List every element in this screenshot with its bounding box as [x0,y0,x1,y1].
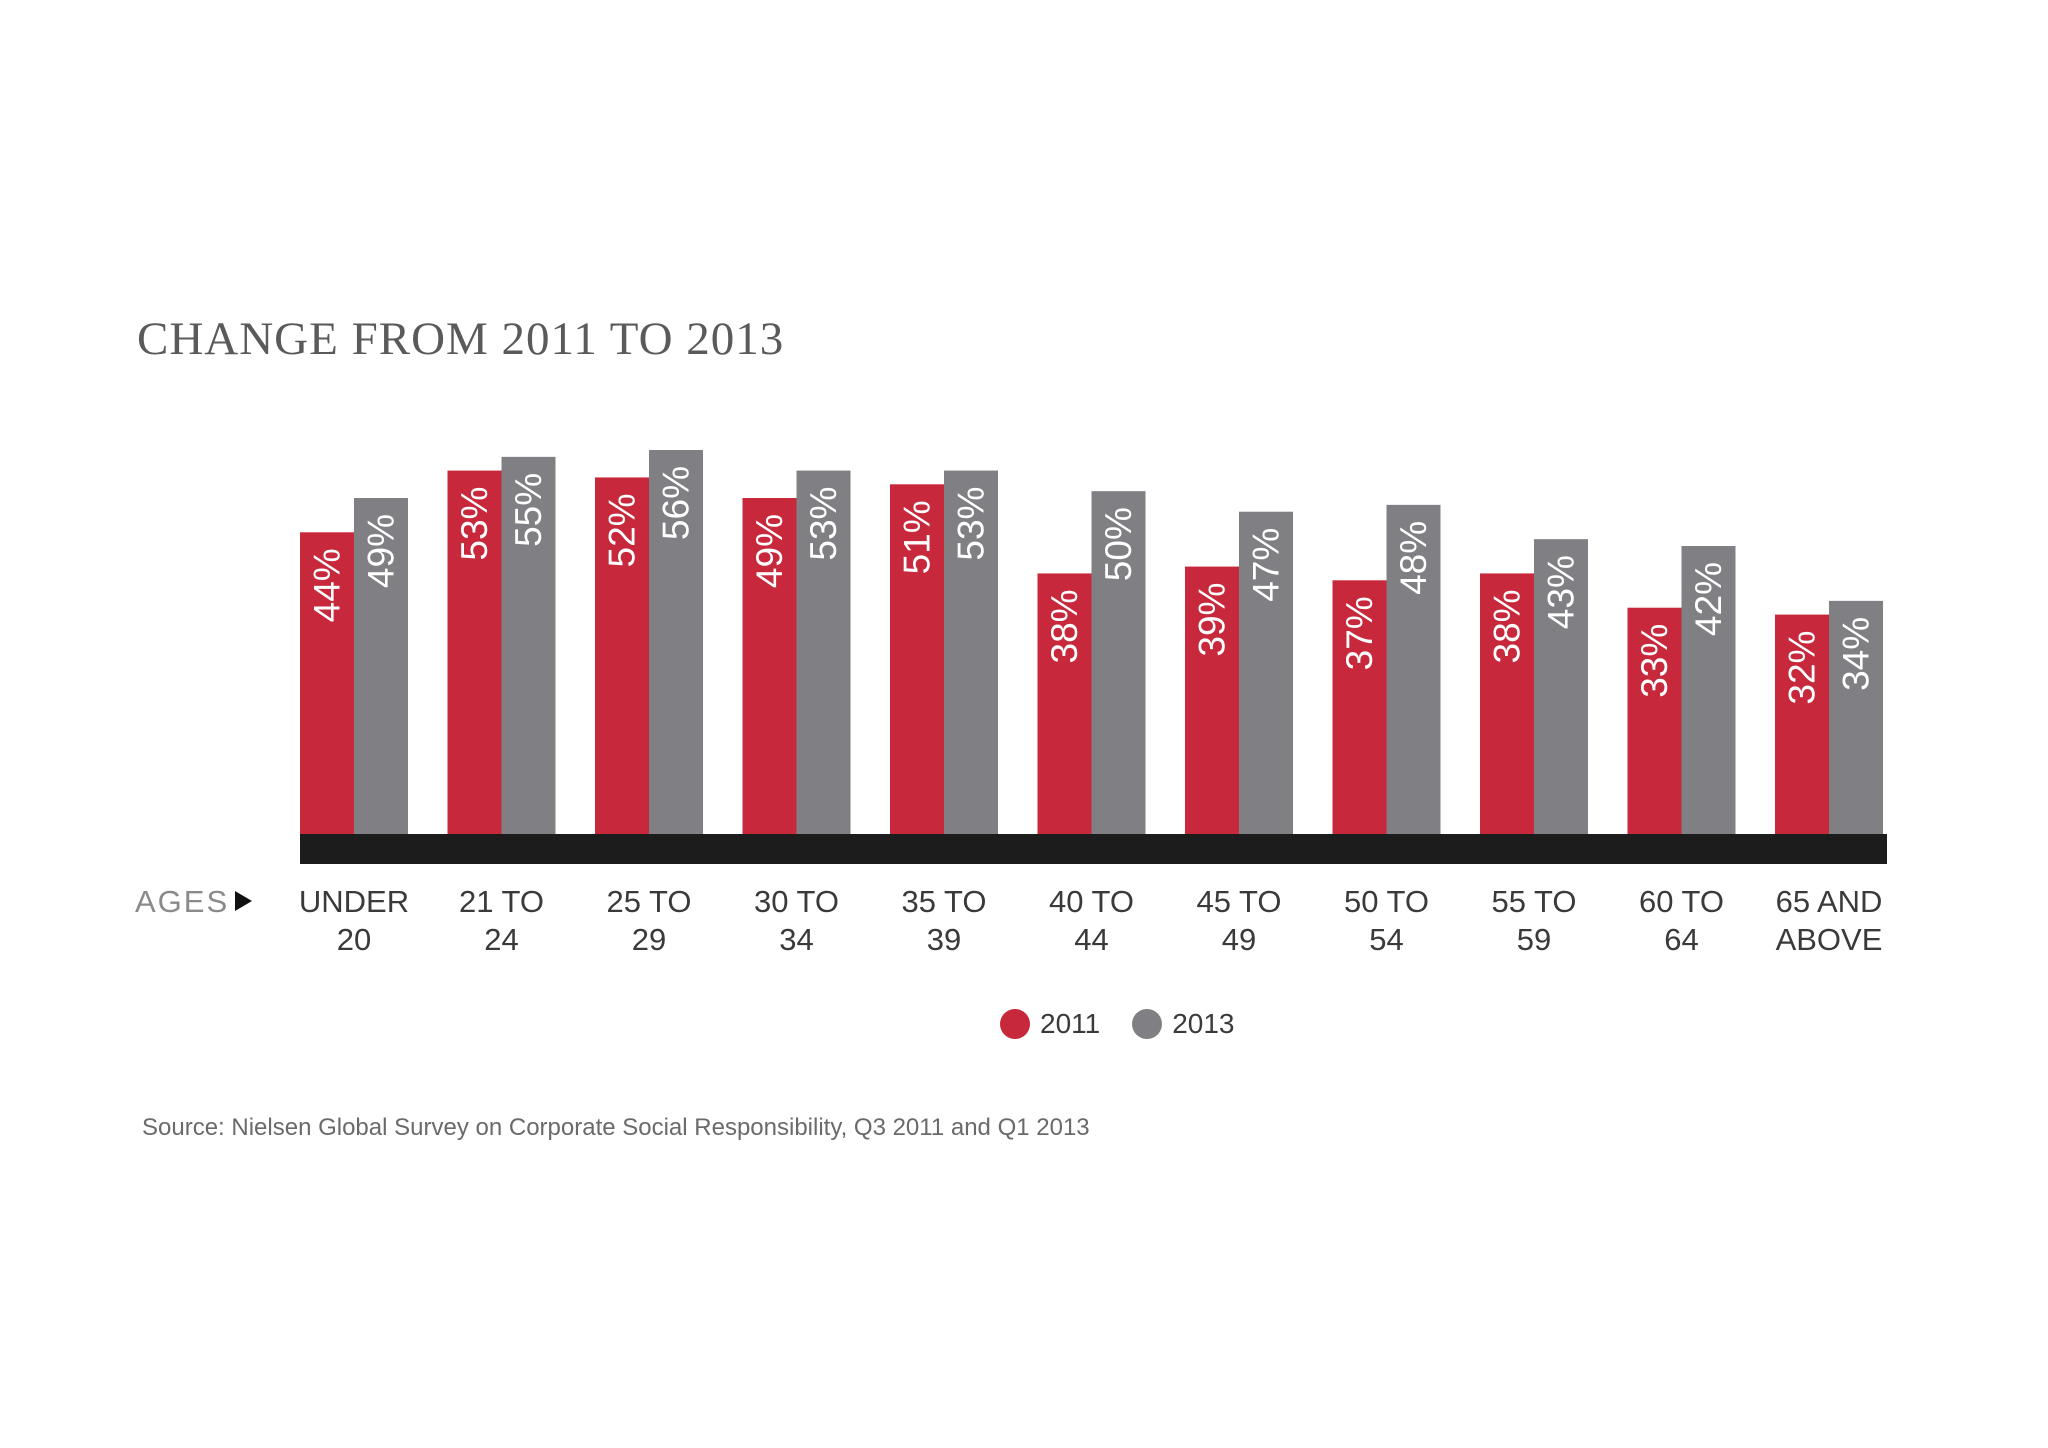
bar-value-label: 48% [1393,521,1434,595]
bar-value-label: 33% [1634,624,1675,698]
bar-2013-9 [1681,546,1736,834]
legend-item-2011: 2011 [1000,1008,1100,1040]
category-label: 64 [1664,922,1698,957]
category-label: 44 [1074,922,1108,957]
category-label: 34 [779,922,813,957]
legend-label-2013: 2013 [1172,1008,1235,1039]
bar-value-label: 32% [1782,631,1823,705]
bar-value-label: 34% [1836,617,1877,691]
category-label: 30 TO [754,884,839,919]
bar-value-label: 47% [1246,528,1287,602]
bar-2013-2 [649,450,703,834]
bar-value-label: 37% [1339,596,1380,670]
bar-value-label: 53% [951,487,992,561]
chart-title: CHANGE FROM 2011 TO 2013 [137,313,785,365]
category-label: 21 TO [459,884,544,919]
bar-2013-0 [354,498,408,834]
source-note: Source: Nielsen Global Survey on Corpora… [142,1114,1090,1141]
category-label: 29 [632,922,666,957]
bar-2011-10 [1775,614,1829,834]
bar-2011-3 [742,498,797,834]
category-label: 45 TO [1196,884,1281,919]
bar-value-label: 53% [803,487,844,561]
legend-dot-icon [1132,1009,1163,1039]
legend: 2011 2013 [1000,1008,1267,1040]
bar-2011-5 [1037,573,1092,834]
bar-2013-8 [1534,539,1588,834]
bar-2013-6 [1239,511,1293,834]
category-label: 55 TO [1491,884,1576,919]
bar-2011-2 [595,477,649,834]
category-label: 24 [484,922,518,957]
bar-2013-10 [1829,600,1883,834]
category-label: 54 [1369,922,1403,957]
bars-layer: 44% 49% 53% 55% 52% 56% 49% 53% 51% 53% 38% 50% 39% 4… [300,450,1883,834]
bar-value-label: 56% [656,466,697,540]
bar-value-label: 52% [602,493,643,567]
bar-value-label: 44% [307,548,348,622]
category-label: 25 TO [606,884,691,919]
bar-2013-7 [1386,504,1441,834]
bar-value-label: 55% [508,473,549,547]
category-label: 20 [337,922,371,957]
category-label: UNDER [299,884,409,919]
legend-item-2013: 2013 [1132,1008,1235,1040]
category-label: 60 TO [1639,884,1724,919]
legend-dot-icon [1000,1009,1030,1039]
category-label: 59 [1517,922,1551,957]
bar-2013-1 [501,456,556,834]
category-label: 40 TO [1049,884,1134,919]
category-label: 50 TO [1344,884,1429,919]
axis-prefix: AGES [135,884,253,920]
bar-2013-3 [796,470,851,834]
bar-value-label: 38% [1044,589,1085,663]
bar-2011-6 [1185,566,1239,834]
legend-label-2011: 2011 [1040,1008,1101,1039]
bar-2013-4 [944,470,998,834]
bar-2013-5 [1091,491,1146,834]
bar-2011-4 [890,484,944,834]
bar-2011-9 [1627,607,1682,834]
category-label: 39 [927,922,961,957]
category-label: 35 TO [901,884,986,919]
bar-value-label: 51% [897,500,938,574]
bar-2011-8 [1480,573,1534,834]
bar-value-label: 43% [1541,555,1582,629]
bar-2011-7 [1332,580,1387,834]
bar-value-label: 50% [1098,507,1139,581]
play-arrow-icon [235,891,253,911]
bar-value-label: 53% [454,487,495,561]
category-label: ABOVE [1776,922,1883,957]
bar-2011-1 [447,470,502,834]
bar-value-label: 38% [1487,589,1528,663]
bar-value-label: 49% [749,514,790,588]
axis-prefix-label: AGES [135,884,230,919]
axis-band [300,834,1887,864]
bar-value-label: 39% [1192,583,1233,657]
bar-value-label: 49% [361,514,402,588]
category-label: 49 [1222,922,1256,957]
bar-value-label: 42% [1688,562,1729,636]
category-label: 65 AND [1776,884,1883,919]
bar-2011-0 [300,532,354,834]
